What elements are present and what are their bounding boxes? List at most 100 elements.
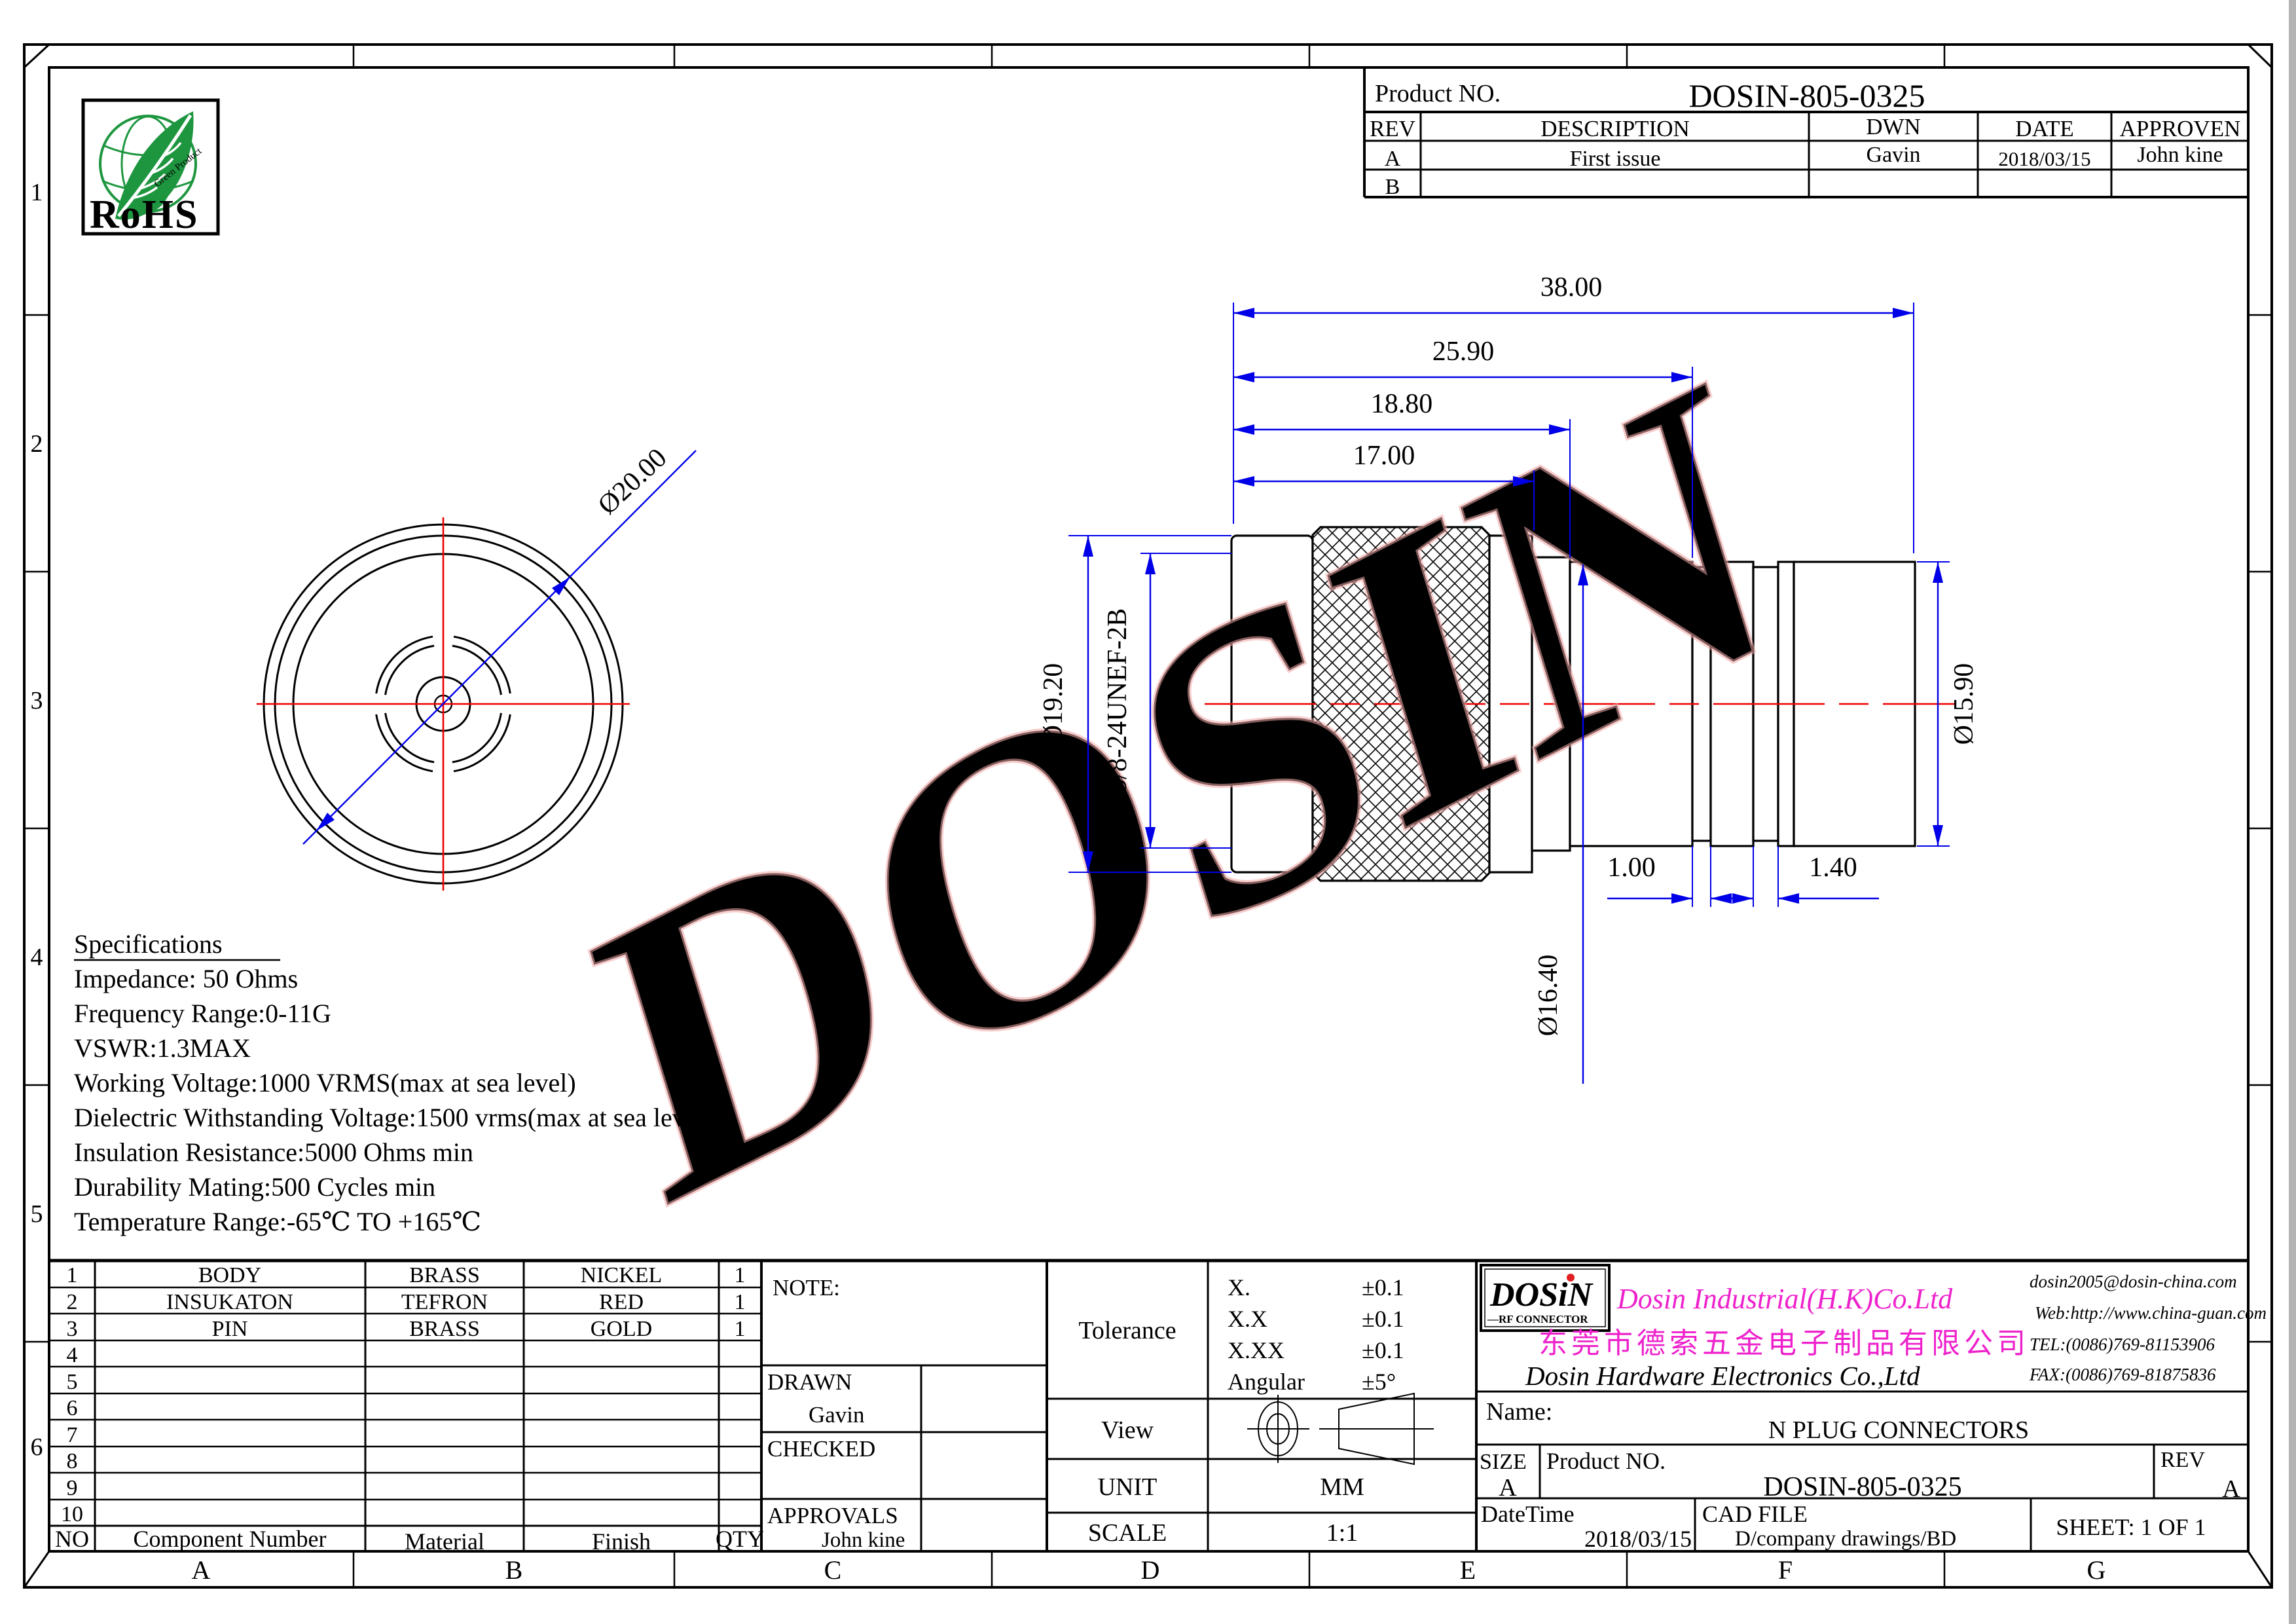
dwn-header: DWN	[1866, 114, 1921, 139]
grid-col-B: B	[505, 1555, 523, 1585]
tol-ang-val: ±5°	[1362, 1369, 1396, 1395]
grid-col-E: E	[1460, 1555, 1476, 1585]
company-block: DOSiN —RF CONNECTOR Dosin Industrial(H.K…	[1480, 1264, 2267, 1391]
product-no-label: Product NO.	[1375, 80, 1501, 107]
tolerance-block: Tolerance X. ±0.1 X.X ±0.1 X.XX ±0.1 Ang…	[1078, 1274, 1404, 1395]
rev-header: REV	[1370, 116, 1415, 141]
rev-value: A	[2222, 1475, 2240, 1503]
rev-a-dwn: Gavin	[1866, 143, 1920, 167]
company-name-en: Dosin Industrial(H.K)Co.Ltd	[1616, 1283, 1953, 1315]
unit-value: MM	[1320, 1473, 1364, 1501]
grid-row-2: 2	[31, 430, 43, 458]
checked-label: CHECKED	[767, 1436, 875, 1462]
dim-18-80: 18.80	[1371, 389, 1433, 419]
date-row: DateTime 2018/03/15 CAD FILE D/company d…	[1481, 1501, 2206, 1552]
spec-impedance: Impedance: 50 Ohms	[74, 964, 298, 993]
row1-finish: NICKEL	[581, 1263, 663, 1287]
sheet-value: SHEET: 1 OF 1	[2056, 1514, 2206, 1540]
grid-row-1: 1	[31, 179, 43, 206]
rev-a-description: First issue	[1570, 147, 1661, 171]
grid-col-F: F	[1778, 1555, 1793, 1585]
row9-no: 9	[67, 1476, 78, 1500]
row2-finish: RED	[599, 1290, 644, 1314]
size-label: SIZE	[1480, 1450, 1527, 1474]
approvals-label: APPROVALS	[767, 1503, 898, 1528]
dim-38: 38.00	[1540, 272, 1603, 303]
grid-row-3: 3	[31, 687, 43, 714]
tol-x-val: ±0.1	[1362, 1274, 1404, 1301]
front-diameter-dim: Ø20.00	[592, 443, 673, 521]
grid-row-5: 5	[31, 1200, 43, 1228]
rohs-logo: Green Product RoHS	[81, 98, 220, 237]
company-tel: TEL:(0086)769-81153906	[2030, 1335, 2215, 1354]
scale-row: SCALE 1:1	[1088, 1519, 1358, 1547]
grid-col-D: D	[1141, 1555, 1160, 1585]
tol-xx-val: ±0.1	[1362, 1306, 1404, 1332]
dim-1-00: 1.00	[1607, 853, 1656, 883]
side-view	[1205, 526, 1954, 882]
revision-row-a: A First issue Gavin 2018/03/15 John kine	[1385, 143, 2223, 171]
tolerance-label: Tolerance	[1078, 1317, 1176, 1344]
projection-symbol-icon	[1247, 1392, 1434, 1466]
component-row-3: 3 PIN BRASS GOLD 1	[67, 1317, 746, 1341]
name-row: Name: N PLUG CONNECTORS	[1486, 1398, 2029, 1444]
row2-name: INSUKATON	[166, 1290, 293, 1314]
tol-ang-key: Angular	[1228, 1369, 1305, 1395]
note-label: NOTE:	[773, 1275, 840, 1301]
component-row-2: 2 INSUKATON TEFRON RED 1	[67, 1290, 746, 1314]
company-web: Web:http://www.china-guan.com	[2035, 1303, 2267, 1323]
scale-label: SCALE	[1088, 1519, 1167, 1547]
row6-no: 6	[67, 1396, 78, 1420]
row1-name: BODY	[198, 1263, 261, 1287]
datetime-value: 2018/03/15	[1584, 1526, 1692, 1552]
row3-finish: GOLD	[591, 1317, 652, 1341]
dim-thread: 5/8-24UNEF-2B	[1102, 608, 1133, 793]
rev-a-date: 2018/03/15	[1998, 147, 2090, 170]
company-name-en2: Dosin Hardware Electronics Co.,Ltd	[1525, 1361, 1920, 1391]
spec-temperature: Temperature Range:-65℃ TO +165℃	[74, 1207, 481, 1236]
groove-1	[1691, 566, 1712, 842]
dim-17-00: 17.00	[1353, 441, 1415, 471]
page-edge-shadow	[2289, 0, 2296, 1624]
row3-name: PIN	[212, 1317, 248, 1341]
tol-xxx-key: X.XX	[1228, 1337, 1285, 1363]
header-material: Material	[405, 1528, 484, 1555]
approvals-value: John kine	[822, 1528, 905, 1552]
size-row: SIZE A Product NO. DOSIN-805-0325 REV A	[1480, 1448, 2240, 1503]
grid-col-G: G	[2087, 1555, 2106, 1585]
grid-col-C: C	[824, 1555, 842, 1585]
front-view: Ø20.00	[257, 443, 697, 891]
side-view-dimensions: 38.00 25.90 18.80 17.00 1.00 1.40 Ø19.20…	[1038, 272, 1979, 1084]
rev-label: REV	[2160, 1448, 2205, 1472]
grid-row-6: 6	[31, 1433, 43, 1461]
header-no: NO	[55, 1526, 89, 1552]
dosin-logo-text: DOSiN	[1489, 1276, 1594, 1314]
cadfile-label: CAD FILE	[1702, 1501, 1808, 1527]
row3-no: 3	[67, 1317, 78, 1341]
unit-label: UNIT	[1098, 1473, 1157, 1501]
row1-qty: 1	[735, 1263, 746, 1287]
spec-dielectric: Dielectric Withstanding Voltage:1500 vrm…	[74, 1103, 713, 1132]
rev-a: A	[1385, 147, 1401, 171]
tol-x-key: X.	[1228, 1274, 1250, 1301]
product-label: Product NO.	[1546, 1448, 1666, 1474]
grid-col-A: A	[192, 1555, 211, 1585]
row1-material: BRASS	[409, 1263, 480, 1287]
datetime-label: DateTime	[1481, 1501, 1575, 1527]
dim-d19-20: Ø19.20	[1038, 663, 1068, 745]
logo-i-dot	[1567, 1274, 1575, 1282]
rev-a-approven: John kine	[2137, 143, 2223, 167]
view-label: View	[1101, 1416, 1154, 1444]
spec-vswr: VSWR:1.3MAX	[74, 1033, 251, 1063]
row4-no: 4	[67, 1343, 78, 1367]
row2-no: 2	[67, 1290, 78, 1314]
company-fax: FAX:(0086)769-81875836	[2029, 1365, 2216, 1384]
row2-qty: 1	[735, 1290, 746, 1314]
row5-no: 5	[67, 1370, 78, 1394]
specifications: Specifications Impedance: 50 Ohms Freque…	[74, 929, 713, 1236]
rohs-label: RoHS	[90, 193, 198, 237]
row8-no: 8	[67, 1449, 78, 1473]
tol-xx-key: X.X	[1228, 1306, 1267, 1332]
tol-xxx-val: ±0.1	[1362, 1337, 1404, 1363]
watermark-text: DOSIN	[556, 288, 1814, 1292]
